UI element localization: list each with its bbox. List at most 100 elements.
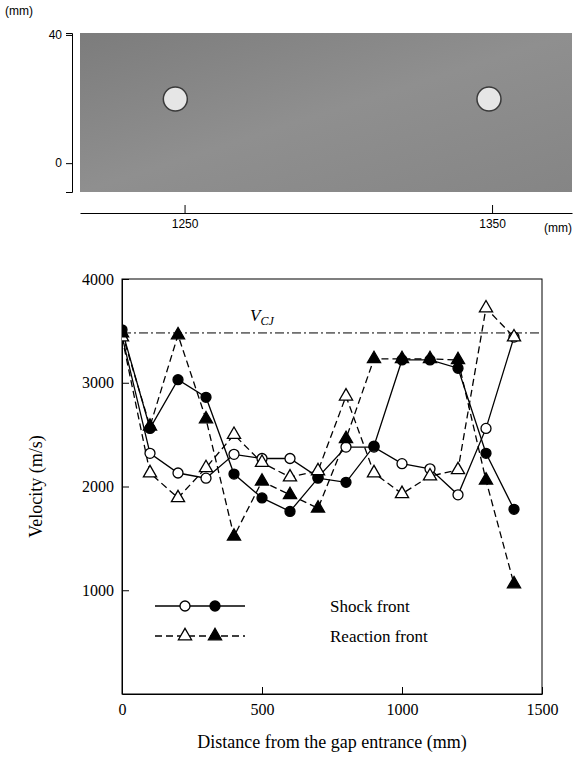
- tick-label: 2000: [82, 478, 114, 495]
- data-point: [255, 474, 268, 485]
- series-line: [122, 336, 514, 495]
- x-axis-title: Distance from the gap entrance (mm): [197, 732, 466, 753]
- data-point: [481, 448, 491, 458]
- tick-mark: [402, 687, 403, 694]
- y-axis: 0 40: [49, 28, 73, 192]
- tick: 2000: [82, 478, 129, 495]
- data-point: [397, 459, 407, 469]
- tick-mark: [185, 205, 186, 213]
- tick-mark: [66, 163, 72, 164]
- data-point: [122, 325, 129, 336]
- series-line: [122, 308, 514, 498]
- data-point: [509, 504, 519, 514]
- legend-marker: [180, 601, 190, 611]
- tick-mark: [492, 205, 493, 213]
- x-axis: 0 500 1000 1500: [119, 687, 559, 718]
- data-point: [201, 473, 211, 483]
- tick: 0: [119, 687, 127, 718]
- plot-area: [122, 300, 542, 587]
- tick-label: 40: [49, 28, 63, 42]
- data-point: [451, 352, 464, 363]
- photo-panel: [80, 33, 572, 192]
- tick: 0: [55, 156, 72, 170]
- reference-label-sub: CJ: [260, 314, 274, 328]
- tick-label: 3000: [82, 374, 114, 391]
- tick: 1500: [527, 687, 559, 718]
- reference-line: [122, 332, 542, 333]
- data-point: [479, 300, 492, 311]
- legend: Shock front Reaction front: [155, 597, 428, 646]
- data-point: [283, 470, 296, 481]
- data-point: [201, 392, 211, 402]
- tick-mark: [66, 35, 72, 36]
- plot-frame: [122, 279, 542, 694]
- data-point: [453, 363, 463, 373]
- hole: [477, 87, 501, 111]
- legend-label: Shock front: [330, 597, 410, 616]
- data-point: [507, 576, 520, 587]
- legend-line: [155, 635, 245, 636]
- hole: [163, 87, 187, 111]
- data-point: [145, 448, 155, 458]
- data-point: [453, 490, 463, 500]
- tick: 1250: [172, 205, 199, 231]
- tick: 40: [49, 28, 72, 42]
- tick-mark: [122, 279, 129, 280]
- data-point: [199, 411, 212, 422]
- data-point: [227, 427, 240, 438]
- tick-mark: [262, 687, 263, 694]
- tick-mark: [122, 687, 123, 694]
- tick-mark: [542, 687, 543, 694]
- data-point: [199, 460, 212, 471]
- x-axis: 12501350: [81, 205, 573, 231]
- data-point: [451, 462, 464, 473]
- data-point: [423, 351, 436, 362]
- tick-label: 1500: [527, 701, 559, 718]
- legend-line: [155, 605, 245, 606]
- data-point: [339, 431, 352, 442]
- tick: 3000: [82, 374, 129, 391]
- legend-marker: [210, 601, 220, 611]
- tick: 1000: [82, 582, 129, 599]
- tick: 1000: [387, 687, 419, 718]
- axis-line: [123, 694, 543, 695]
- reference-label: VCJ: [250, 306, 274, 328]
- tick-label: 1000: [82, 582, 114, 599]
- tick: 4000: [82, 271, 129, 288]
- tick-mark: [122, 487, 129, 488]
- series-line: [122, 330, 514, 512]
- data-point: [311, 463, 324, 474]
- tick-mark: [122, 383, 129, 384]
- y-axis: 1000 2000 3000 4000: [82, 271, 129, 695]
- tick: 500: [251, 687, 275, 718]
- tick-label: 1000: [387, 701, 419, 718]
- data-point: [481, 423, 491, 433]
- legend-label: Reaction front: [330, 627, 428, 646]
- data-point: [285, 453, 295, 463]
- data-point: [395, 486, 408, 497]
- tick-label: 0: [119, 701, 127, 718]
- data-point: [341, 442, 351, 452]
- data-point: [255, 455, 268, 466]
- data-point: [369, 441, 379, 451]
- legend-marker: [178, 628, 191, 639]
- data-point: [479, 473, 492, 484]
- x-axis-title: (mm): [544, 221, 572, 235]
- axis-line: [81, 213, 573, 214]
- data-point: [257, 493, 267, 503]
- legend-marker: [208, 628, 221, 639]
- figure: 040(mm)12501350(mm)100020003000400005001…: [0, 0, 577, 761]
- data-point: [507, 330, 520, 341]
- data-point: [395, 351, 408, 362]
- tick-mark: [122, 590, 129, 591]
- axis-line: [66, 34, 73, 193]
- data-point: [311, 501, 324, 512]
- data-point: [285, 506, 295, 516]
- photo: [80, 33, 572, 192]
- data-point: [283, 487, 296, 498]
- data-point: [367, 351, 380, 362]
- tick-label: 4000: [82, 271, 114, 288]
- tick-label: 1250: [172, 217, 199, 231]
- data-point: [143, 465, 156, 476]
- data-point: [367, 465, 380, 476]
